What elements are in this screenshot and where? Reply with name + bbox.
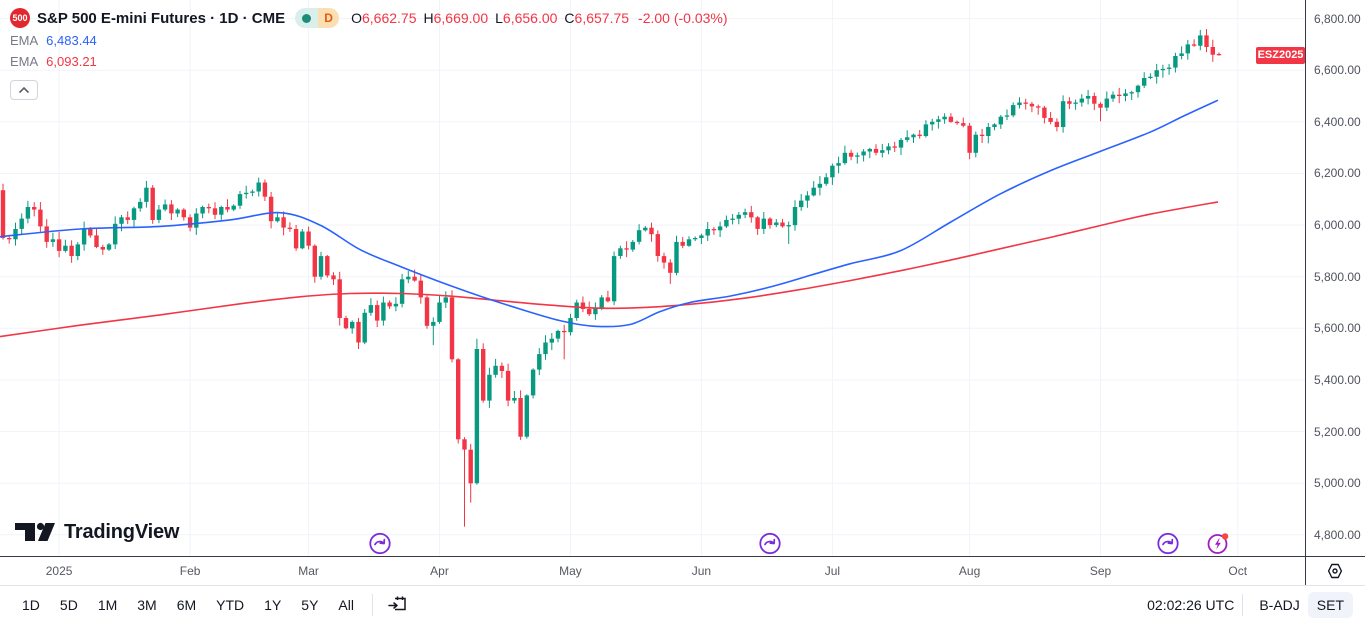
market-status-pill[interactable]: D: [295, 8, 340, 28]
sp500-logo-icon: 500: [10, 8, 30, 28]
range-button-1y[interactable]: 1Y: [255, 592, 290, 618]
legend-collapse-button[interactable]: [10, 80, 38, 100]
range-button-1m[interactable]: 1M: [89, 592, 126, 618]
range-button-3m[interactable]: 3M: [128, 592, 165, 618]
chart-legend: 500 S&P 500 E-mini Futures · 1D · CME D …: [10, 6, 728, 100]
axis-settings-button[interactable]: [1323, 559, 1347, 583]
symbol-title[interactable]: S&P 500 E-mini Futures · 1D · CME: [37, 9, 286, 27]
indicator-row-ema-fast[interactable]: EMA 6,483.44: [10, 30, 728, 51]
price-axis[interactable]: 6,800.00 6,600.00 6,400.00 6,200.00 6,000.00…: [1306, 0, 1365, 556]
tradingview-logo-icon: [15, 522, 55, 541]
indicator-row-ema-slow[interactable]: EMA 6,093.21: [10, 51, 728, 72]
price-axis-label: 4,800.00: [1314, 527, 1361, 542]
tradingview-logo-text: TradingView: [64, 520, 180, 543]
price-axis-label: 6,400.00: [1314, 114, 1361, 129]
price-axis-label: 6,600.00: [1314, 63, 1361, 78]
contract-rollover-icon[interactable]: [369, 532, 392, 555]
close-value: 6,657.75: [574, 10, 630, 26]
chevron-up-icon: [19, 86, 29, 93]
interval-badge[interactable]: D: [318, 8, 340, 28]
ema-fast-label: EMA: [10, 33, 39, 48]
news-flash-icon[interactable]: [1207, 532, 1230, 555]
tradingview-logo[interactable]: TradingView: [13, 520, 179, 544]
range-button-ytd[interactable]: YTD: [207, 592, 253, 618]
go-to-date-button[interactable]: [381, 591, 415, 619]
hexagon-settings-icon: [1327, 563, 1343, 579]
time-axis-label: Mar: [298, 564, 319, 578]
time-axis-label: 2025: [45, 564, 73, 578]
open-value: 6,662.75: [362, 10, 417, 26]
range-button-all[interactable]: All: [329, 592, 363, 618]
range-button-5y[interactable]: 5Y: [292, 592, 327, 618]
price-axis-label: 6,200.00: [1314, 166, 1361, 181]
bottom-toolbar: 1D 5D 1M 3M 6M YTD 1Y 5Y All 02:02:26 UTC B-ADJ …: [0, 586, 1365, 624]
range-buttons-group: 1D 5D 1M 3M 6M YTD 1Y 5Y All: [12, 592, 364, 618]
price-axis-label: 6,800.00: [1314, 11, 1361, 26]
calendar-goto-icon: [388, 596, 406, 611]
clock-timezone-button[interactable]: 02:02:26 UTC: [1147, 597, 1235, 613]
high-label: H: [423, 10, 434, 26]
time-axis-label: Aug: [958, 564, 981, 578]
time-axis-label: Sep: [1089, 564, 1112, 578]
ema-slow-label: EMA: [10, 54, 39, 69]
time-axis[interactable]: 2025 Feb Mar Apr May Jun Jul Aug Sep Oct: [0, 557, 1305, 585]
market-open-dot-icon: [295, 8, 319, 28]
range-button-1d[interactable]: 1D: [13, 592, 49, 618]
ema-slow-value: 6,093.21: [46, 54, 97, 69]
last-price-label: ESZ2025: [1256, 46, 1305, 64]
time-axis-separator: [0, 556, 1365, 557]
range-button-5d[interactable]: 5D: [51, 592, 87, 618]
price-axis-label: 5,200.00: [1314, 424, 1361, 439]
price-axis-label: 6,000.00: [1314, 218, 1361, 233]
ema-fast-value: 6,483.44: [46, 33, 97, 48]
time-axis-label: Jul: [824, 564, 841, 578]
open-label: O: [351, 10, 362, 26]
close-label: C: [564, 10, 575, 26]
time-axis-label: Oct: [1228, 564, 1248, 578]
session-settlement-button[interactable]: SET: [1307, 592, 1353, 618]
price-axis-separator: [1305, 0, 1306, 585]
time-axis-label: Apr: [430, 564, 449, 578]
range-button-6m[interactable]: 6M: [168, 592, 205, 618]
price-axis-label: 5,600.00: [1314, 321, 1361, 336]
toolbar-separator: [0, 585, 1365, 586]
time-axis-label: May: [559, 564, 582, 578]
symbol-row: 500 S&P 500 E-mini Futures · 1D · CME D …: [10, 6, 728, 30]
ema-slow-line: [0, 201, 1219, 338]
toolbar-divider: [371, 594, 373, 616]
low-value: 6,656.00: [502, 10, 558, 26]
ema-fast-line: [0, 99, 1219, 328]
contract-rollover-icon[interactable]: [1157, 532, 1180, 555]
high-value: 6,669.00: [433, 10, 489, 26]
time-axis-label: Jun: [691, 564, 712, 578]
candlestick-chart-canvas[interactable]: [0, 0, 1305, 556]
low-label: L: [495, 10, 503, 26]
toolbar-divider-right: [1242, 594, 1244, 616]
price-axis-label: 5,400.00: [1314, 372, 1361, 387]
time-axis-label: Feb: [179, 564, 201, 578]
back-adjust-button[interactable]: B-ADJ: [1251, 592, 1307, 618]
contract-rollover-icon[interactable]: [759, 532, 782, 555]
price-axis-label: 5,000.00: [1314, 476, 1361, 491]
change-value: -2.00 (-0.03%): [638, 10, 728, 26]
ohlc-readout: O 6,662.75 H 6,669.00 L 6,656.00 C 6,657…: [351, 10, 727, 26]
price-axis-label: 5,800.00: [1314, 269, 1361, 284]
